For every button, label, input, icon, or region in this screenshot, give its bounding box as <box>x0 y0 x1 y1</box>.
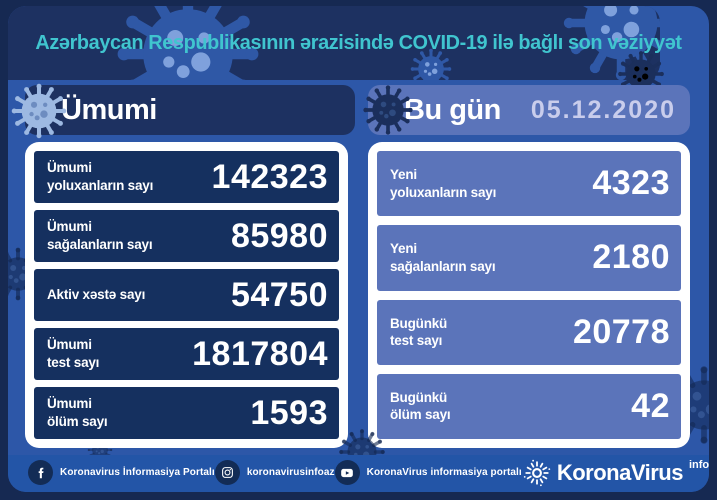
left-panel-stats: Ümumi yoluxanların sayı 142323 Ümumi sağal… <box>25 142 348 448</box>
stat-row-new-recovered: Yeni sağalanların sayı 2180 <box>377 225 681 291</box>
stat-label: Ümumi sağalanların sayı <box>47 219 153 252</box>
instagram-icon <box>214 460 240 485</box>
left-panel-header: Ümumi <box>25 85 355 135</box>
stat-row-total-tests: Ümumi test sayı 1817804 <box>34 328 339 380</box>
stat-label: Ümumi ölüm sayı <box>47 396 108 429</box>
page-title: Azərbaycan Respublikasının ərazisində CO… <box>35 31 682 54</box>
stat-label: Bugünkü ölüm sayı <box>390 389 451 423</box>
stat-value: 1593 <box>250 393 328 432</box>
date-label: 05.12.2020 <box>530 95 676 124</box>
instagram-link[interactable]: koronavirusinfoaz <box>214 460 335 485</box>
stat-value: 142323 <box>211 157 328 196</box>
brand-superscript: info <box>688 458 709 471</box>
youtube-icon <box>334 460 360 485</box>
stat-row-new-infected: Yeni yoluxanların sayı 4323 <box>377 151 681 217</box>
right-panel-title: Bu gün <box>404 93 501 126</box>
stat-label: Aktiv xəstə sayı <box>47 287 146 303</box>
stat-row-total-recovered: Ümumi sağalanların sayı 85980 <box>34 210 339 262</box>
right-panel-header: Bu gün 05.12.2020 <box>368 85 690 135</box>
youtube-link[interactable]: KoronaVirus informasiya portalı <box>334 460 522 485</box>
footer-bar: Koronavirus İnformasiya Portalı koronavi… <box>8 455 709 492</box>
stat-label: Bugünkü test sayı <box>390 315 448 349</box>
stat-row-total-deaths: Ümumi ölüm sayı 1593 <box>34 387 339 439</box>
card: Azərbaycan Respublikasının ərazisində CO… <box>8 6 709 492</box>
stat-value: 20778 <box>572 312 670 351</box>
stat-value: 2180 <box>592 238 670 277</box>
stat-value: 4323 <box>592 164 670 203</box>
stat-label: Ümumi yoluxanların sayı <box>47 160 154 193</box>
stat-row-active-cases: Aktiv xəstə sayı 54750 <box>34 269 339 321</box>
left-panel-title: Ümumi <box>61 93 157 126</box>
facebook-label: Koronavirus İnformasiya Portalı <box>60 467 215 478</box>
header-bar <box>8 6 660 80</box>
youtube-label: KoronaVirus informasiya portalı <box>366 467 522 478</box>
stat-value: 85980 <box>230 216 328 255</box>
stat-row-today-deaths: Bugünkü ölüm sayı 42 <box>377 373 681 439</box>
stat-row-today-tests: Bugünkü test sayı 20778 <box>377 299 681 365</box>
stat-row-total-infected: Ümumi yoluxanların sayı 142323 <box>34 151 339 203</box>
facebook-icon <box>28 460 53 485</box>
stat-label: Yeni yoluxanların sayı <box>390 167 497 200</box>
instagram-label: koronavirusinfoaz <box>246 467 335 478</box>
right-panel-stats: Yeni yoluxanların sayı 4323 Yeni sağalanla… <box>368 142 690 448</box>
stat-label: Ümumi test sayı <box>47 337 100 370</box>
stat-value: 42 <box>631 386 670 425</box>
facebook-link[interactable]: Koronavirus İnformasiya Portalı <box>28 460 215 485</box>
virus-ring-icon <box>522 458 552 488</box>
koronavirus-logo: KoronaVirus info <box>522 458 709 488</box>
brand-text: KoronaVirus <box>556 459 684 485</box>
stat-value: 1817804 <box>192 334 328 373</box>
stat-label: Yeni sağalanların sayı <box>390 241 496 274</box>
stat-value: 54750 <box>230 275 328 314</box>
